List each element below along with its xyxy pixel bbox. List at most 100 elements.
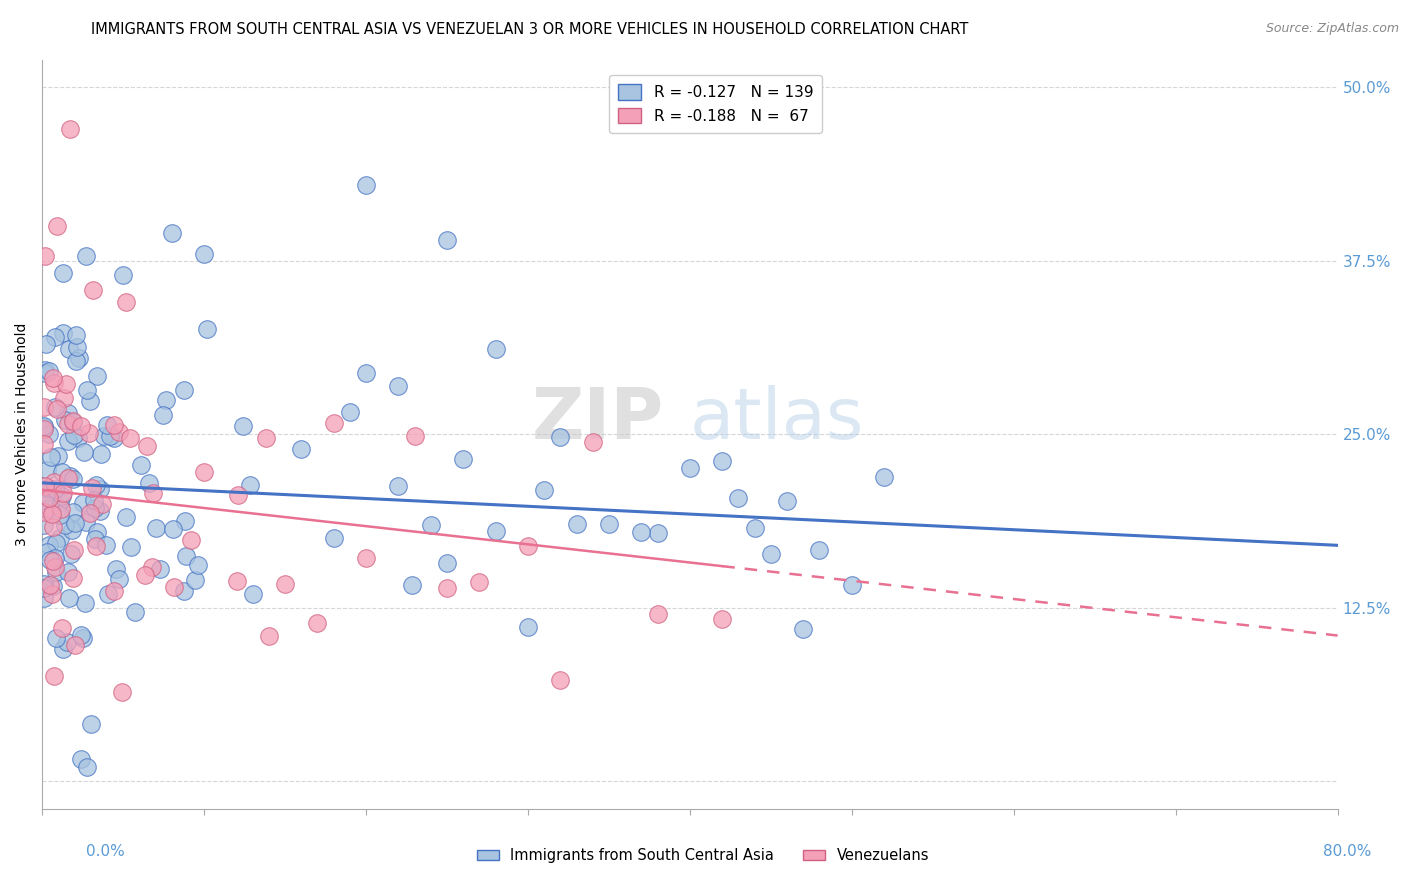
Point bbox=[34, 479, 56, 493]
Point bbox=[48, 495, 70, 509]
Point bbox=[42, 371, 65, 385]
Point bbox=[62, 414, 84, 428]
Point bbox=[44, 551, 66, 566]
Point bbox=[76, 760, 98, 774]
Point bbox=[62, 571, 84, 585]
Point bbox=[62, 427, 84, 442]
Point bbox=[62, 472, 84, 486]
Legend: R = -0.127   N = 139, R = -0.188   N =  67: R = -0.127 N = 139, R = -0.188 N = 67 bbox=[609, 75, 823, 133]
Point bbox=[34, 486, 56, 500]
Point bbox=[56, 565, 79, 579]
Point bbox=[45, 566, 67, 580]
Point bbox=[82, 284, 104, 298]
Point bbox=[45, 632, 67, 646]
Point bbox=[226, 488, 249, 502]
Point bbox=[114, 510, 136, 524]
Point bbox=[679, 461, 702, 475]
Point bbox=[124, 605, 146, 619]
Point bbox=[39, 493, 62, 508]
Point bbox=[84, 539, 107, 553]
Point bbox=[451, 452, 474, 467]
Point bbox=[484, 524, 506, 538]
Point bbox=[339, 405, 361, 419]
Point bbox=[44, 482, 66, 496]
Point bbox=[436, 581, 458, 595]
Point bbox=[52, 641, 75, 656]
Point bbox=[759, 547, 782, 561]
Text: ZIP: ZIP bbox=[531, 384, 664, 454]
Point bbox=[387, 479, 409, 493]
Point bbox=[404, 429, 426, 443]
Point bbox=[38, 491, 60, 506]
Point bbox=[711, 454, 734, 468]
Point bbox=[45, 219, 67, 234]
Point bbox=[59, 468, 82, 483]
Point bbox=[32, 421, 55, 435]
Point bbox=[96, 538, 118, 552]
Point bbox=[873, 469, 896, 483]
Point bbox=[149, 562, 172, 576]
Point bbox=[135, 440, 157, 454]
Point bbox=[32, 493, 55, 508]
Point bbox=[145, 521, 167, 535]
Point bbox=[436, 233, 458, 247]
Point bbox=[108, 572, 131, 586]
Point bbox=[53, 413, 76, 427]
Point bbox=[32, 400, 55, 414]
Point bbox=[51, 490, 73, 504]
Point bbox=[38, 578, 60, 592]
Point bbox=[52, 326, 75, 341]
Point bbox=[32, 582, 55, 596]
Point bbox=[34, 576, 56, 591]
Point bbox=[86, 369, 108, 384]
Point bbox=[38, 427, 60, 442]
Point bbox=[232, 419, 254, 434]
Point bbox=[419, 518, 441, 533]
Point bbox=[225, 574, 247, 588]
Point bbox=[52, 485, 75, 500]
Point bbox=[41, 587, 63, 601]
Point bbox=[44, 559, 66, 574]
Point bbox=[55, 635, 77, 649]
Point bbox=[86, 524, 108, 539]
Point bbox=[142, 485, 165, 500]
Point bbox=[550, 673, 572, 688]
Point bbox=[42, 554, 65, 568]
Point bbox=[290, 442, 312, 457]
Point bbox=[180, 533, 202, 547]
Point bbox=[274, 576, 297, 591]
Point bbox=[187, 558, 209, 572]
Point bbox=[44, 329, 66, 343]
Point bbox=[322, 531, 344, 545]
Text: Source: ZipAtlas.com: Source: ZipAtlas.com bbox=[1265, 22, 1399, 36]
Point bbox=[52, 391, 75, 405]
Point bbox=[103, 584, 125, 599]
Point bbox=[53, 517, 76, 532]
Point bbox=[41, 487, 63, 501]
Point bbox=[32, 419, 55, 434]
Point bbox=[841, 578, 863, 592]
Point bbox=[56, 406, 79, 420]
Point bbox=[239, 478, 262, 492]
Point bbox=[79, 716, 101, 731]
Point bbox=[75, 516, 97, 530]
Point bbox=[387, 379, 409, 393]
Point bbox=[195, 321, 218, 335]
Point bbox=[65, 327, 87, 342]
Point bbox=[96, 417, 118, 432]
Point bbox=[565, 517, 588, 532]
Point bbox=[254, 431, 277, 445]
Point bbox=[401, 578, 423, 592]
Point bbox=[69, 418, 91, 433]
Point bbox=[35, 544, 58, 558]
Point bbox=[162, 522, 184, 536]
Point bbox=[67, 351, 90, 366]
Text: 0.0%: 0.0% bbox=[86, 845, 125, 859]
Point bbox=[727, 491, 749, 506]
Point bbox=[711, 612, 734, 626]
Point bbox=[93, 428, 115, 442]
Point bbox=[56, 417, 79, 432]
Point bbox=[75, 249, 97, 263]
Text: IMMIGRANTS FROM SOUTH CENTRAL ASIA VS VENEZUELAN 3 OR MORE VEHICLES IN HOUSEHOLD: IMMIGRANTS FROM SOUTH CENTRAL ASIA VS VE… bbox=[91, 22, 969, 37]
Point bbox=[60, 547, 83, 561]
